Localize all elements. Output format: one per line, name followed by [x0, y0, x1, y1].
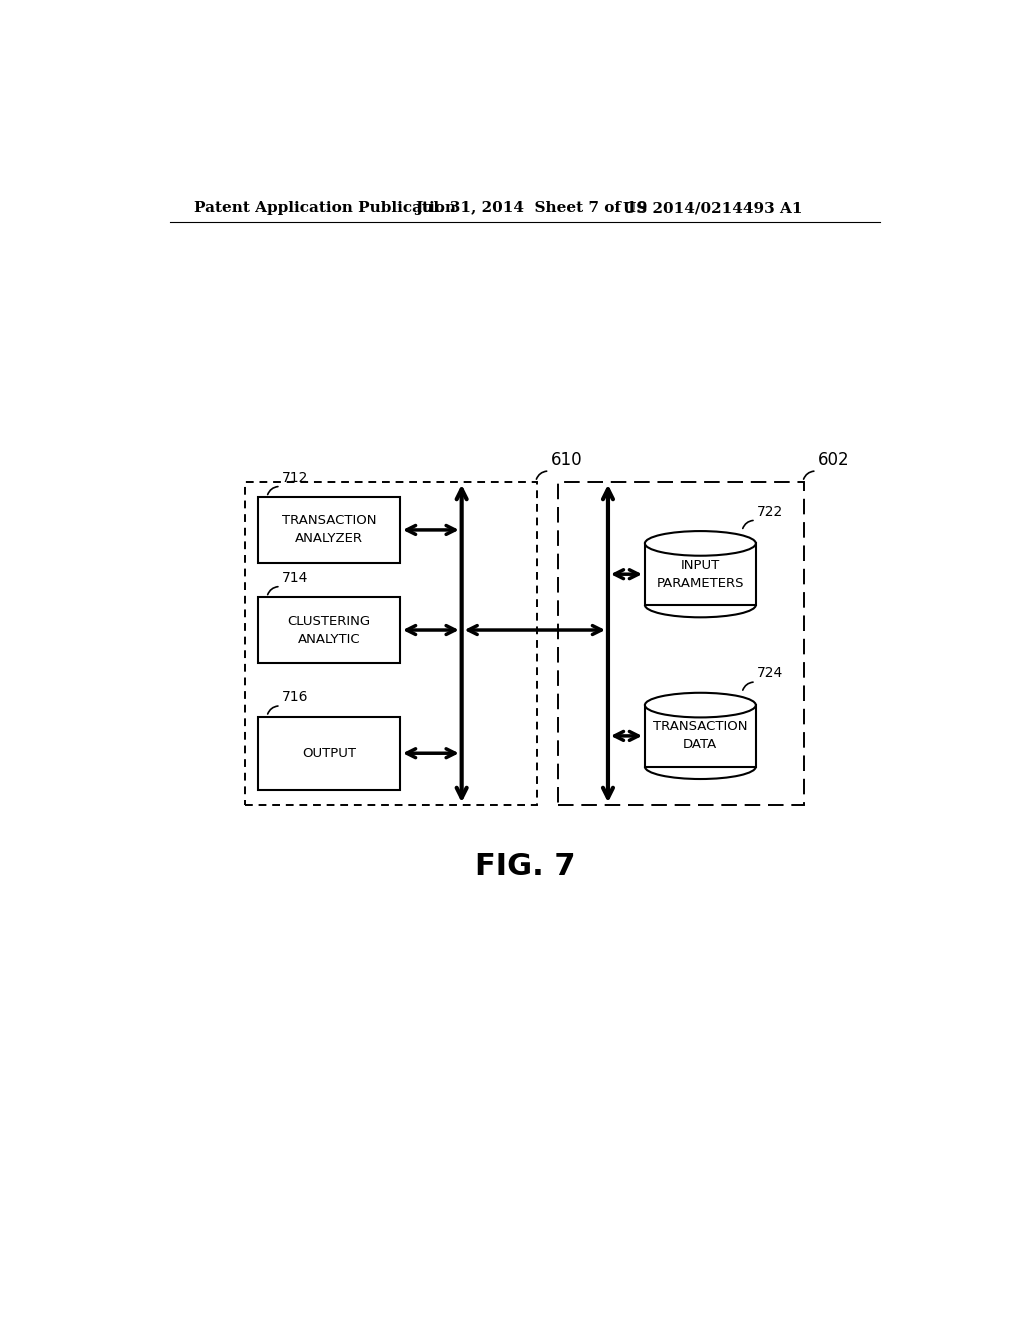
- Text: 712: 712: [283, 471, 308, 484]
- FancyBboxPatch shape: [645, 705, 756, 767]
- Text: 714: 714: [283, 572, 308, 585]
- Text: FIG. 7: FIG. 7: [474, 853, 575, 882]
- Text: 602: 602: [818, 451, 850, 470]
- Text: TRANSACTION
DATA: TRANSACTION DATA: [653, 721, 748, 751]
- Text: 722: 722: [758, 504, 783, 519]
- Text: 716: 716: [283, 690, 309, 705]
- Ellipse shape: [645, 693, 756, 718]
- Text: US 2014/0214493 A1: US 2014/0214493 A1: [624, 202, 803, 215]
- Text: 724: 724: [758, 667, 783, 681]
- Text: TRANSACTION
ANALYZER: TRANSACTION ANALYZER: [282, 515, 376, 545]
- Text: Patent Application Publication: Patent Application Publication: [194, 202, 456, 215]
- FancyBboxPatch shape: [258, 717, 400, 789]
- Ellipse shape: [645, 531, 756, 556]
- FancyBboxPatch shape: [258, 498, 400, 562]
- Text: Jul. 31, 2014  Sheet 7 of 19: Jul. 31, 2014 Sheet 7 of 19: [416, 202, 648, 215]
- Text: CLUSTERING
ANALYTIC: CLUSTERING ANALYTIC: [288, 615, 371, 645]
- Text: INPUT
PARAMETERS: INPUT PARAMETERS: [656, 558, 744, 590]
- Text: 610: 610: [551, 451, 583, 470]
- FancyBboxPatch shape: [258, 598, 400, 663]
- FancyBboxPatch shape: [645, 544, 756, 605]
- Text: OUTPUT: OUTPUT: [302, 747, 355, 760]
